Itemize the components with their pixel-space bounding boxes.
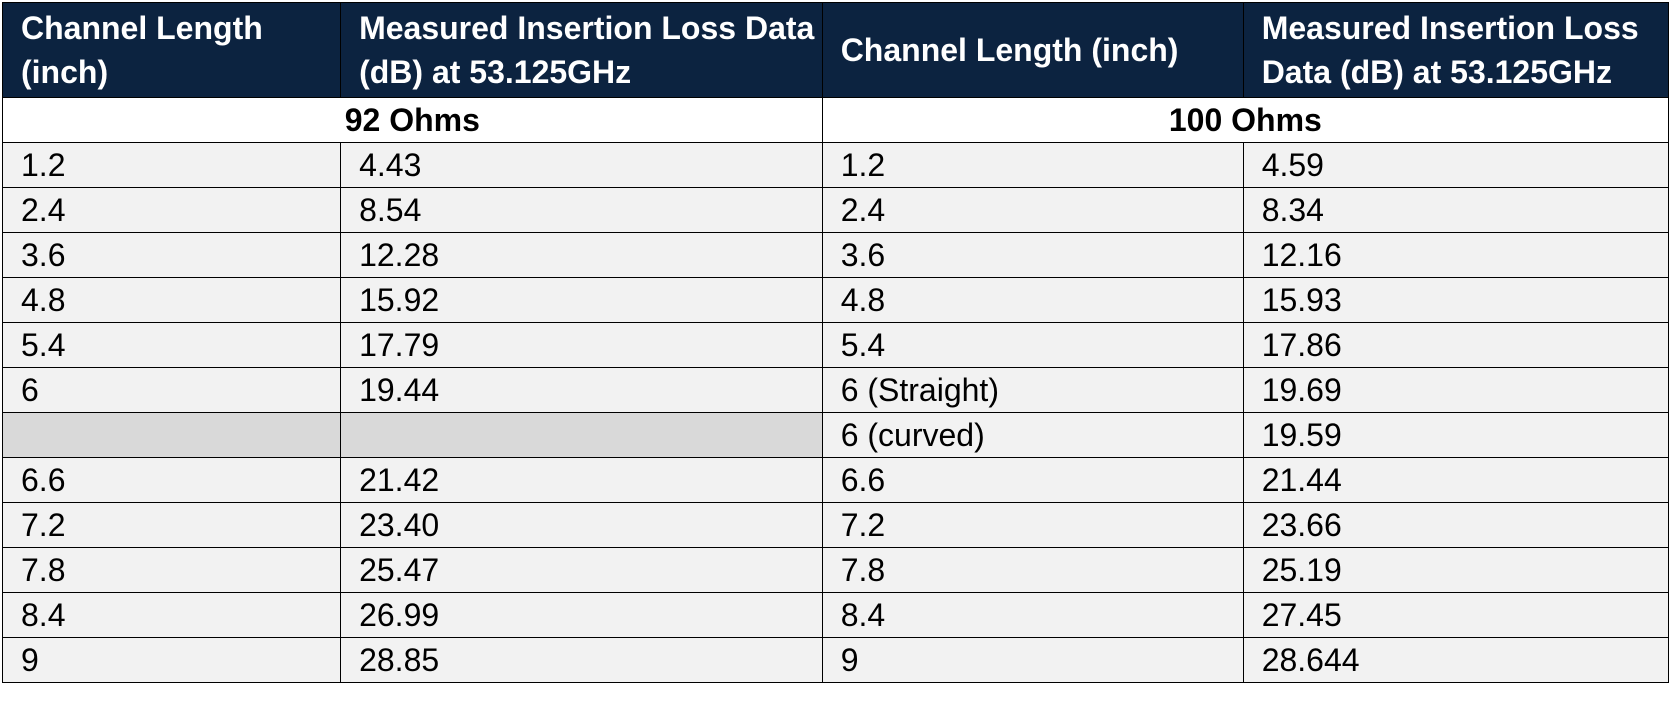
cell-100-insertion-loss: 8.34 [1242, 187, 1670, 233]
cell-92-insertion-loss: 4.43 [340, 142, 823, 188]
cell-92-channel-length: 2.4 [1, 187, 342, 233]
table-row: 6.6 21.42 6.6 21.44 [1, 457, 1670, 503]
cell-100-channel-length: 3.6 [821, 232, 1244, 278]
cell-100-channel-length: 6 (Straight) [821, 367, 1244, 413]
cell-100-insertion-loss: 12.16 [1242, 232, 1670, 278]
insertion-loss-table: Channel Length (inch) Measured Insertion… [1, 2, 1670, 683]
cell-92-insertion-loss: 23.40 [340, 502, 823, 548]
header-insertion-loss-92: Measured Insertion Loss Data (dB) at 53.… [340, 2, 823, 98]
cell-92-channel-length: 1.2 [1, 142, 342, 188]
cell-100-insertion-loss: 19.59 [1242, 412, 1670, 458]
cell-92-insertion-loss: 25.47 [340, 547, 823, 593]
header-channel-length-92: Channel Length (inch) [1, 2, 342, 98]
cell-92-insertion-loss: 26.99 [340, 592, 823, 638]
cell-100-insertion-loss: 19.69 [1242, 367, 1670, 413]
cell-92-insertion-loss: 15.92 [340, 277, 823, 323]
cell-92-channel-length: 4.8 [1, 277, 342, 323]
table-row: 7.8 25.47 7.8 25.19 [1, 547, 1670, 593]
cell-100-insertion-loss: 27.45 [1242, 592, 1670, 638]
table-row: 9 28.85 9 28.644 [1, 637, 1670, 683]
cell-100-insertion-loss: 21.44 [1242, 457, 1670, 503]
cell-100-insertion-loss: 17.86 [1242, 322, 1670, 368]
cell-92-insertion-loss [340, 412, 823, 458]
cell-100-channel-length: 7.8 [821, 547, 1244, 593]
table-row: 7.2 23.40 7.2 23.66 [1, 502, 1670, 548]
table-row: 6 (curved) 19.59 [1, 412, 1670, 458]
cell-92-channel-length: 3.6 [1, 232, 342, 278]
cell-92-channel-length [1, 412, 342, 458]
cell-100-channel-length: 7.2 [821, 502, 1244, 548]
cell-100-channel-length: 4.8 [821, 277, 1244, 323]
table-row: 1.2 4.43 1.2 4.59 [1, 142, 1670, 188]
cell-92-channel-length: 6 [1, 367, 342, 413]
header-channel-length-100: Channel Length (inch) [821, 2, 1244, 98]
cell-100-channel-length: 6.6 [821, 457, 1244, 503]
header-row: Channel Length (inch) Measured Insertion… [1, 2, 1670, 98]
cell-92-insertion-loss: 28.85 [340, 637, 823, 683]
cell-100-channel-length: 2.4 [821, 187, 1244, 233]
table-row: 3.6 12.28 3.6 12.16 [1, 232, 1670, 278]
cell-92-channel-length: 9 [1, 637, 342, 683]
cell-92-channel-length: 6.6 [1, 457, 342, 503]
cell-92-insertion-loss: 8.54 [340, 187, 823, 233]
group-label-92-ohms: 92 Ohms [2, 97, 823, 143]
cell-92-insertion-loss: 12.28 [340, 232, 823, 278]
table-row: 5.4 17.79 5.4 17.86 [1, 322, 1670, 368]
table-row: 4.8 15.92 4.8 15.93 [1, 277, 1670, 323]
table-row: 2.4 8.54 2.4 8.34 [1, 187, 1670, 233]
cell-100-channel-length: 6 (curved) [821, 412, 1244, 458]
cell-100-insertion-loss: 28.644 [1242, 637, 1670, 683]
cell-100-channel-length: 9 [821, 637, 1244, 683]
impedance-group-row: 92 Ohms 100 Ohms [2, 97, 1670, 143]
cell-100-insertion-loss: 15.93 [1242, 277, 1670, 323]
table-row: 8.4 26.99 8.4 27.45 [1, 592, 1670, 638]
group-label-100-ohms: 100 Ohms [821, 97, 1670, 143]
cell-92-insertion-loss: 21.42 [340, 457, 823, 503]
cell-100-channel-length: 8.4 [821, 592, 1244, 638]
cell-100-insertion-loss: 25.19 [1242, 547, 1670, 593]
cell-92-channel-length: 7.2 [1, 502, 342, 548]
cell-100-insertion-loss: 23.66 [1242, 502, 1670, 548]
cell-100-insertion-loss: 4.59 [1242, 142, 1670, 188]
cell-92-channel-length: 5.4 [1, 322, 342, 368]
cell-92-insertion-loss: 19.44 [340, 367, 823, 413]
header-insertion-loss-100: Measured Insertion Loss Data (dB) at 53.… [1242, 2, 1670, 98]
cell-92-insertion-loss: 17.79 [340, 322, 823, 368]
cell-100-channel-length: 1.2 [821, 142, 1244, 188]
cell-92-channel-length: 7.8 [1, 547, 342, 593]
cell-92-channel-length: 8.4 [1, 592, 342, 638]
cell-100-channel-length: 5.4 [821, 322, 1244, 368]
table-row: 6 19.44 6 (Straight) 19.69 [1, 367, 1670, 413]
